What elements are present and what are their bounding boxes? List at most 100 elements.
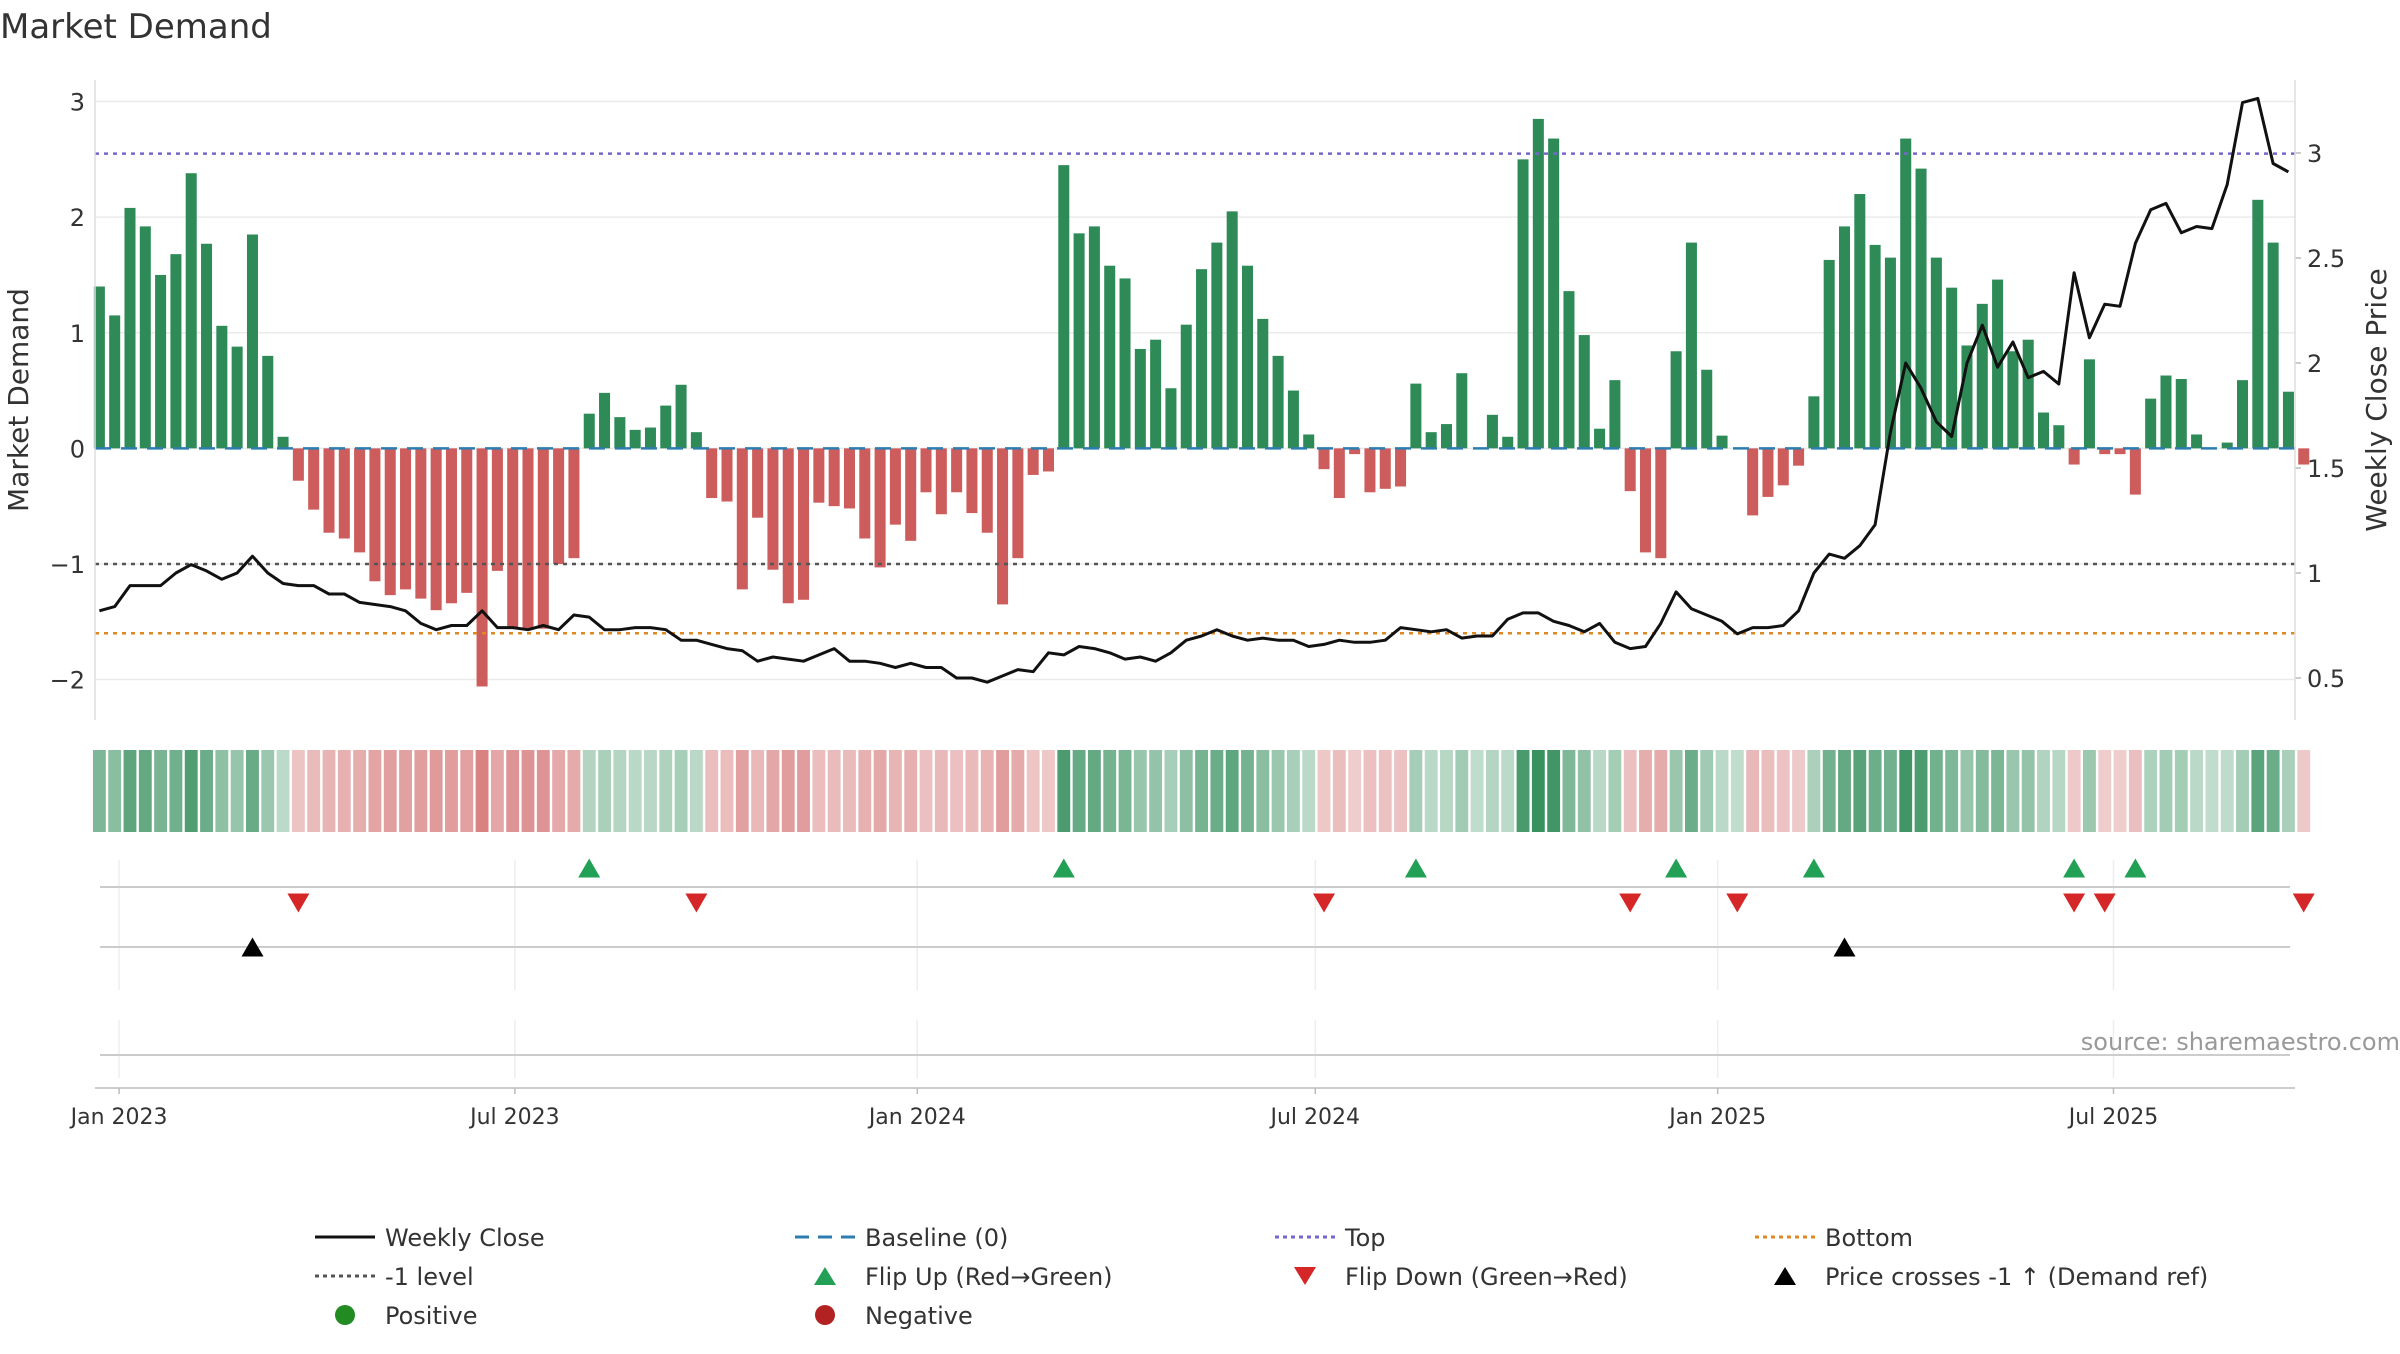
legend-item: Price crosses -1 ↑ (Demand ref) [1774, 1263, 2208, 1291]
demand-bar [338, 448, 350, 539]
demand-strip-cell [200, 750, 213, 832]
demand-bar [476, 448, 488, 687]
demand-strip-cell [1455, 750, 1469, 832]
demand-strip-cell [934, 750, 948, 832]
demand-bar [430, 448, 442, 611]
demand-bar [935, 448, 947, 515]
demand-bar [568, 448, 580, 559]
demand-strip-cell [598, 750, 611, 832]
demand-strip-cell [2098, 750, 2112, 832]
y2-tick-label: 3 [2307, 140, 2322, 168]
demand-strip-cell [628, 750, 642, 832]
weekly-close-line [99, 96, 2290, 684]
demand-strip-cell [123, 750, 137, 832]
demand-strip-cell [1639, 750, 1652, 832]
demand-strip-cell [1562, 750, 1576, 832]
demand-strip-cell [1991, 750, 2005, 832]
flip-down-marker [1313, 893, 1335, 913]
demand-bar [1976, 303, 1988, 449]
demand-bar [1578, 335, 1590, 449]
demand-bar [583, 413, 595, 449]
demand-strip-cell [1348, 750, 1362, 832]
demand-strip-cell [1577, 750, 1591, 832]
demand-strip-cell [2037, 750, 2050, 832]
demand-bar [1088, 226, 1100, 449]
demand-strip-cell [1286, 750, 1300, 832]
legend-item: Baseline (0) [795, 1224, 1008, 1252]
demand-bar [1303, 434, 1315, 449]
demand-bar [1042, 448, 1054, 472]
demand-bar [2007, 351, 2019, 449]
y2-tick-label: 1.5 [2307, 455, 2345, 483]
demand-bar [997, 448, 1009, 605]
demand-strip-cell [827, 750, 841, 832]
demand-heat-strip [92, 750, 2311, 832]
demand-strip-cell [1011, 750, 1025, 832]
demand-strip-cell [460, 750, 474, 832]
demand-bar [920, 448, 932, 493]
legend-item: Negative [815, 1302, 973, 1330]
y-tick-label: 2 [70, 204, 85, 232]
demand-strip-cell [2052, 750, 2066, 832]
demand-bar [1073, 233, 1085, 449]
demand-bar [1226, 211, 1238, 449]
flip-up-marker [1802, 858, 1825, 878]
demand-strip-cell [1899, 750, 1913, 832]
demand-strip-cell [1042, 750, 1055, 832]
demand-bar [2037, 412, 2050, 449]
demand-bar [323, 448, 335, 533]
demand-bar [660, 405, 672, 449]
demand-bar [1410, 383, 1422, 449]
demand-bar [1946, 287, 1958, 449]
demand-bar [491, 448, 503, 571]
demand-bar [109, 315, 121, 449]
demand-strip-cell [1776, 750, 1790, 832]
demand-strip-cell [1424, 750, 1438, 832]
demand-strip-cell [1929, 750, 1943, 832]
flip-up-marker [2124, 858, 2147, 878]
demand-strip-cell [1623, 750, 1637, 832]
demand-strip-cell [751, 750, 765, 832]
demand-strip-cell [582, 750, 596, 832]
y2-axis-label: Weekly Close Price [2360, 268, 2393, 531]
demand-bar [246, 234, 258, 449]
demand-bar [1456, 373, 1468, 449]
demand-strip-cell [812, 750, 826, 832]
demand-strip-cell [674, 750, 688, 832]
demand-bar [2237, 380, 2249, 449]
demand-strip-cell [2282, 750, 2295, 832]
demand-strip-cell [2251, 750, 2265, 832]
demand-bar [1395, 448, 1407, 487]
demand-bar [1241, 265, 1253, 449]
demand-strip-cell [399, 750, 412, 832]
demand-bar [1869, 244, 1881, 449]
demand-bar [1211, 242, 1223, 449]
demand-strip-cell [2297, 750, 2311, 832]
demand-strip-cell [169, 750, 183, 832]
demand-strip-cell [230, 750, 244, 832]
demand-bar [1762, 448, 1774, 497]
axes: 3 2 1 0 −1 −2 3 2.5 2 1.5 1 0.5 [50, 80, 2345, 720]
legend-item: Weekly Close [315, 1224, 545, 1252]
flip-down-marker [287, 893, 310, 913]
demand-bar [2298, 448, 2310, 465]
demand-bar [2083, 359, 2095, 449]
price-cross-marker [241, 937, 264, 957]
demand-strip-cell [766, 750, 780, 832]
demand-bar [1808, 396, 1820, 449]
legend-swatch-down-triangle [1294, 1267, 1316, 1285]
demand-bar [1532, 118, 1544, 449]
demand-strip-cell [490, 750, 504, 832]
demand-bar [277, 436, 289, 449]
demand-bar [981, 448, 993, 533]
demand-strip-cell [2205, 750, 2219, 832]
demand-strip-cell [1975, 750, 1989, 832]
demand-strip-cell [445, 750, 458, 832]
demand-bar [2267, 242, 2279, 449]
demand-bar [1012, 448, 1024, 559]
demand-strip-cell [1103, 750, 1117, 832]
demand-bar [859, 448, 871, 539]
demand-bar [1900, 138, 1912, 449]
demand-strip-cell [1822, 750, 1836, 832]
demand-strip-cell [337, 750, 351, 832]
